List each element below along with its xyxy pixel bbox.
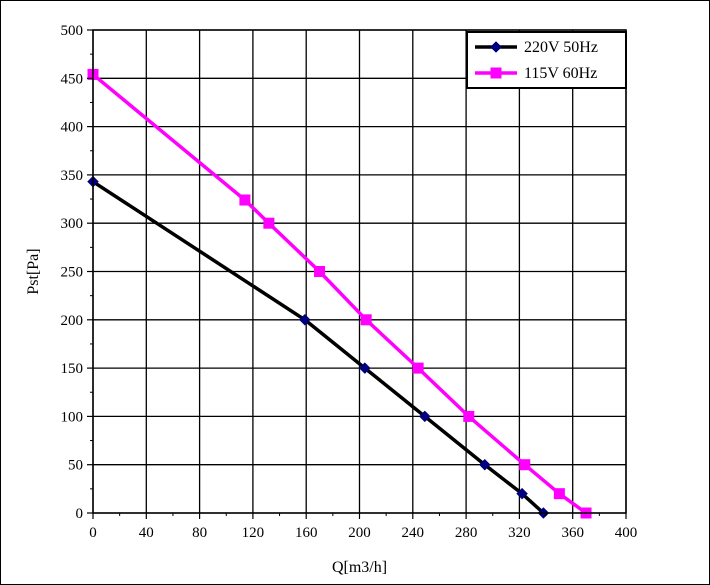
y-tick-label: 250 bbox=[61, 265, 84, 281]
legend-label: 115V 60Hz bbox=[524, 65, 597, 82]
legend-entry: 220V 50Hz bbox=[475, 39, 598, 56]
data-point bbox=[263, 217, 275, 229]
grid bbox=[92, 29, 627, 514]
x-tick-label: 0 bbox=[89, 525, 97, 541]
data-point bbox=[478, 458, 491, 471]
axes: 0 40 80 120 160 200 240 280 320 360 400 0 50 100 150 20… bbox=[25, 23, 637, 576]
data-point bbox=[412, 362, 424, 374]
x-tick-label: 240 bbox=[402, 525, 425, 541]
series-line bbox=[91, 73, 588, 515]
data-point bbox=[516, 487, 528, 500]
data-point bbox=[553, 488, 565, 500]
y-tick-label: 350 bbox=[61, 168, 84, 184]
x-tick-label: 360 bbox=[561, 525, 584, 541]
x-tick-label: 40 bbox=[139, 525, 154, 541]
y-tick-label: 500 bbox=[61, 23, 84, 39]
x-tick-label: 280 bbox=[455, 525, 478, 541]
legend-marker bbox=[490, 67, 502, 79]
legend-entry: 115V 60Hz bbox=[475, 65, 597, 82]
y-tick-label: 200 bbox=[61, 313, 84, 329]
data-point bbox=[299, 313, 311, 326]
legend: 220V 50Hz 115V 60Hz bbox=[466, 31, 627, 89]
x-tick-label: 400 bbox=[615, 525, 638, 541]
series-layer bbox=[87, 68, 592, 519]
legend-marker bbox=[490, 41, 502, 53]
data-point bbox=[360, 314, 372, 326]
series-2 bbox=[87, 68, 592, 519]
legend-label: 220V 50Hz bbox=[524, 39, 598, 56]
x-tick-label: 320 bbox=[508, 525, 531, 541]
x-tick-label: 80 bbox=[192, 525, 207, 541]
y-axis-title: Pst[Pa] bbox=[25, 248, 42, 294]
x-tick-label: 160 bbox=[295, 525, 318, 541]
y-tick-label: 300 bbox=[61, 216, 84, 232]
x-axis-title: Q[m3/h] bbox=[332, 559, 387, 576]
y-tick-label: 0 bbox=[76, 506, 84, 522]
y-tick-label: 400 bbox=[61, 120, 84, 136]
x-tick-label: 120 bbox=[242, 525, 265, 541]
legend-box bbox=[466, 31, 627, 89]
y-tick-label: 450 bbox=[61, 71, 84, 87]
series-line bbox=[92, 180, 545, 515]
y-tick-label: 100 bbox=[61, 409, 84, 425]
series-1 bbox=[87, 175, 550, 519]
data-point bbox=[519, 459, 531, 471]
x-tick-label: 200 bbox=[348, 525, 371, 541]
data-point bbox=[358, 362, 371, 374]
y-tick-label: 150 bbox=[61, 361, 84, 377]
y-tick-label: 50 bbox=[68, 458, 83, 474]
data-point bbox=[463, 410, 475, 422]
data-point bbox=[239, 194, 251, 206]
data-point bbox=[418, 410, 431, 423]
data-point bbox=[314, 266, 326, 277]
